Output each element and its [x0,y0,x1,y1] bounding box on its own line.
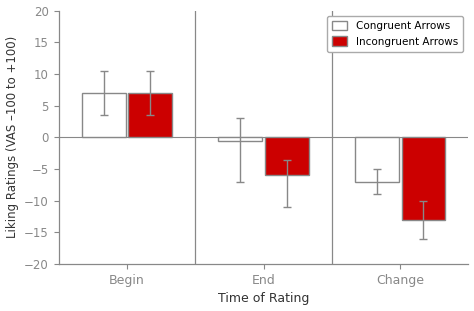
Bar [219,137,262,141]
Bar [355,137,399,182]
Y-axis label: Liking Ratings (VAS –100 to +100): Liking Ratings (VAS –100 to +100) [6,36,18,239]
Bar [401,137,445,220]
Bar [128,93,172,137]
Legend: Congruent Arrows, Incongruent Arrows: Congruent Arrows, Incongruent Arrows [327,16,463,52]
X-axis label: Time of Rating: Time of Rating [218,292,309,305]
Bar [82,93,126,137]
Bar [265,137,309,175]
